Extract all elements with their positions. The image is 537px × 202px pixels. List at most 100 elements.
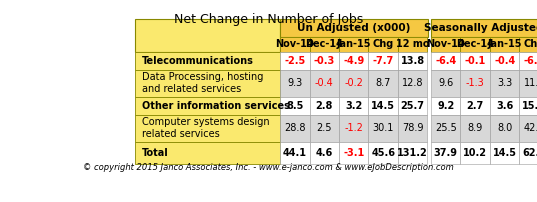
Text: 14.5: 14.5 [493, 148, 517, 158]
Bar [368, 69, 398, 97]
Text: 14.5: 14.5 [371, 101, 395, 111]
Bar [280, 115, 309, 142]
Text: 10.2: 10.2 [463, 148, 487, 158]
Text: -0.4: -0.4 [315, 78, 333, 88]
Bar [398, 69, 427, 97]
Text: 8.7: 8.7 [375, 78, 391, 88]
Bar [280, 19, 427, 37]
Bar [461, 97, 490, 115]
Bar [461, 52, 490, 69]
Text: 78.9: 78.9 [402, 123, 424, 133]
Text: Nov-14: Nov-14 [275, 39, 314, 49]
Bar [309, 97, 339, 115]
Bar [368, 52, 398, 69]
Bar [431, 115, 461, 142]
Bar [280, 97, 309, 115]
Text: 44.1: 44.1 [283, 148, 307, 158]
Text: Telecommunications: Telecommunications [142, 56, 254, 66]
Bar [135, 142, 280, 163]
Text: Nov-14: Nov-14 [426, 39, 465, 49]
Text: -1.2: -1.2 [344, 123, 363, 133]
Text: Jan-15: Jan-15 [337, 39, 371, 49]
Text: -0.1: -0.1 [465, 56, 486, 66]
Text: Total: Total [142, 148, 169, 158]
Bar [339, 37, 368, 52]
Bar [339, 142, 368, 163]
Text: Data Processing, hosting
and related services: Data Processing, hosting and related ser… [142, 72, 263, 95]
Bar [309, 37, 339, 52]
Text: 25.5: 25.5 [435, 123, 456, 133]
Bar [309, 142, 339, 163]
Bar [339, 97, 368, 115]
Bar [490, 97, 519, 115]
Bar [368, 115, 398, 142]
Bar [431, 97, 461, 115]
Bar [490, 142, 519, 163]
Bar [309, 69, 339, 97]
Text: © copyright 2015 Janco Associates, Inc. - www.e-janco.com & www.eJobDescription.: © copyright 2015 Janco Associates, Inc. … [83, 163, 454, 172]
Text: 8.0: 8.0 [497, 123, 512, 133]
Bar [490, 52, 519, 69]
Text: 3.3: 3.3 [497, 78, 512, 88]
Text: 2.8: 2.8 [316, 101, 333, 111]
Bar [431, 37, 461, 52]
Text: -2.5: -2.5 [284, 56, 306, 66]
Bar [431, 19, 537, 37]
Text: -7.7: -7.7 [373, 56, 394, 66]
Bar [490, 37, 519, 52]
Text: Un Adjusted (x000): Un Adjusted (x000) [297, 23, 410, 33]
Text: Seasonally Adjusted (x000): Seasonally Adjusted (x000) [424, 23, 537, 33]
Text: Other information services: Other information services [142, 101, 290, 111]
Bar [309, 52, 339, 69]
Text: 30.1: 30.1 [373, 123, 394, 133]
Text: Computer systems design
related services: Computer systems design related services [142, 117, 270, 139]
Bar [398, 52, 427, 69]
Text: 131.2: 131.2 [397, 148, 428, 158]
Text: 13.8: 13.8 [401, 56, 425, 66]
Text: Dec-14: Dec-14 [306, 39, 343, 49]
Text: -0.2: -0.2 [344, 78, 363, 88]
Bar [519, 97, 537, 115]
Bar [490, 115, 519, 142]
Bar [339, 69, 368, 97]
Text: -0.3: -0.3 [314, 56, 335, 66]
Text: 3.6: 3.6 [496, 101, 513, 111]
Bar [368, 97, 398, 115]
Text: Dec-14: Dec-14 [456, 39, 494, 49]
Text: 12.8: 12.8 [402, 78, 424, 88]
Bar [280, 37, 309, 52]
Bar [398, 142, 427, 163]
Bar [398, 37, 427, 52]
Text: Jan-15: Jan-15 [488, 39, 522, 49]
Bar [135, 19, 280, 52]
Bar [461, 37, 490, 52]
Bar [461, 115, 490, 142]
Text: 37.9: 37.9 [434, 148, 458, 158]
Bar [461, 69, 490, 97]
Text: 3.2: 3.2 [345, 101, 362, 111]
Text: 9.3: 9.3 [287, 78, 302, 88]
Text: Chg: Chg [524, 39, 537, 49]
Bar [519, 142, 537, 163]
Text: Net Change in Number of Jobs: Net Change in Number of Jobs [174, 13, 363, 26]
Bar [339, 115, 368, 142]
Bar [280, 142, 309, 163]
Bar [431, 69, 461, 97]
Text: -4.9: -4.9 [343, 56, 365, 66]
Text: -0.4: -0.4 [494, 56, 516, 66]
Text: 9.2: 9.2 [437, 101, 454, 111]
Text: 4.6: 4.6 [316, 148, 333, 158]
Text: 8.5: 8.5 [286, 101, 303, 111]
Bar [490, 69, 519, 97]
Bar [135, 97, 280, 115]
Text: 12 mo: 12 mo [396, 39, 430, 49]
Bar [280, 69, 309, 97]
Text: 42.4: 42.4 [524, 123, 537, 133]
Bar [135, 52, 280, 69]
Text: -3.1: -3.1 [343, 148, 365, 158]
Bar [339, 52, 368, 69]
Text: -6.4: -6.4 [435, 56, 456, 66]
Bar [309, 115, 339, 142]
Bar [368, 142, 398, 163]
Bar [135, 69, 280, 97]
